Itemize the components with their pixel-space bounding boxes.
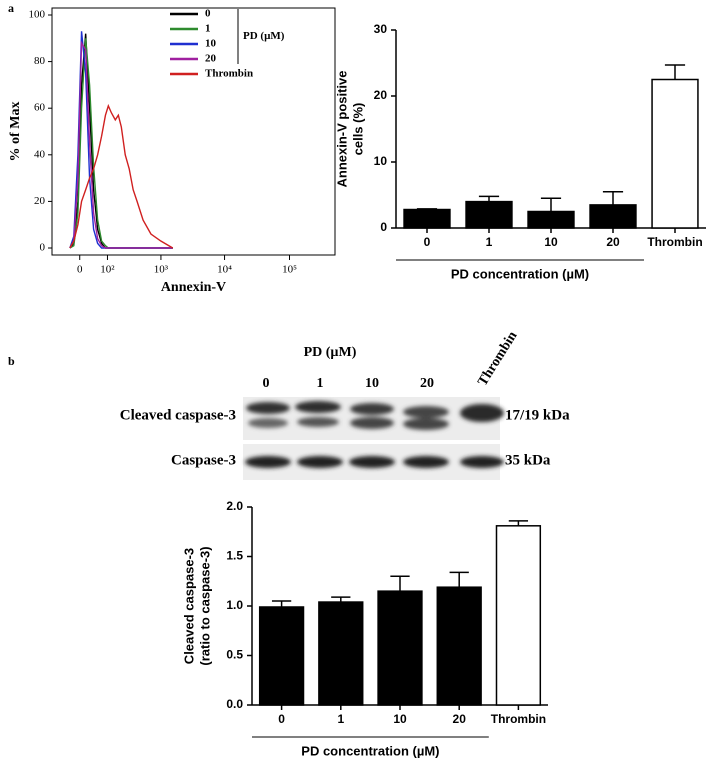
y-tick-label: 1.0 bbox=[226, 598, 243, 612]
series-line bbox=[69, 40, 173, 249]
bands bbox=[245, 401, 504, 468]
y-tick-label: 100 bbox=[29, 9, 46, 21]
lane-label: Thrombin bbox=[475, 329, 520, 389]
y-tick-label: 10 bbox=[374, 154, 388, 168]
y-tick-label: 0 bbox=[40, 242, 46, 254]
y-axis-label: (ratio to caspase-3) bbox=[197, 546, 212, 665]
x-tick-label: 10³ bbox=[154, 264, 169, 276]
legend-label: 10 bbox=[205, 38, 217, 50]
y-tick-label: 60 bbox=[34, 102, 46, 114]
series-line bbox=[69, 31, 173, 249]
panel-label: a bbox=[8, 1, 14, 15]
x-tick-label: 20 bbox=[453, 712, 467, 726]
y-axis-label: % of Max bbox=[8, 102, 23, 162]
bar bbox=[318, 601, 364, 706]
lane-label: 20 bbox=[420, 376, 434, 391]
bar bbox=[495, 525, 542, 706]
y-axis-label: cells (%) bbox=[350, 103, 365, 156]
bar bbox=[465, 200, 513, 229]
y-tick-label: 0 bbox=[380, 220, 387, 234]
y-tick-label: 0.5 bbox=[226, 648, 243, 662]
bar bbox=[651, 78, 699, 229]
legend-label: 0 bbox=[205, 8, 211, 20]
x-axis-label: PD concentration (µM) bbox=[451, 266, 589, 281]
y-tick-label: 40 bbox=[34, 148, 46, 160]
y-tick-label: 20 bbox=[34, 195, 46, 207]
x-axis-label: PD concentration (µM) bbox=[301, 743, 439, 758]
legend-label: 20 bbox=[205, 53, 217, 65]
x-tick-label: 0 bbox=[77, 264, 83, 276]
bar bbox=[403, 208, 451, 229]
row-label: Cleaved caspase-3 bbox=[120, 407, 236, 423]
x-tick-label: 1 bbox=[337, 712, 344, 726]
y-tick-label: 0.0 bbox=[226, 697, 243, 711]
x-tick-label: 0 bbox=[278, 712, 285, 726]
row-size: 35 kDa bbox=[505, 452, 551, 468]
legend-label: Thrombin bbox=[205, 68, 253, 80]
row-label: Caspase-3 bbox=[171, 452, 236, 468]
x-tick-label: 10 bbox=[544, 235, 558, 249]
y-tick-label: 20 bbox=[374, 88, 388, 102]
row-size: 17/19 kDa bbox=[505, 407, 570, 423]
lane-label: 1 bbox=[317, 376, 324, 391]
y-tick-label: 1.5 bbox=[226, 549, 243, 563]
x-axis-label: Annexin-V bbox=[161, 280, 226, 295]
x-tick-label: Thrombin bbox=[647, 235, 702, 249]
x-tick-label: 20 bbox=[606, 235, 620, 249]
x-tick-label: 1 bbox=[486, 235, 493, 249]
legend-label: 1 bbox=[205, 23, 211, 35]
panel-label: b bbox=[8, 354, 15, 368]
x-tick-label: Thrombin bbox=[491, 712, 546, 726]
y-axis-label: Annexin-V positive bbox=[334, 70, 349, 187]
bar bbox=[527, 210, 575, 229]
x-tick-label: 10² bbox=[100, 264, 115, 276]
legend-annotation: PD (µM) bbox=[243, 30, 285, 42]
x-tick-label: 0 bbox=[424, 235, 431, 249]
lane-label: 0 bbox=[263, 376, 270, 391]
series-line bbox=[69, 103, 174, 249]
blot-title: PD (µM) bbox=[304, 345, 357, 360]
plot-frame bbox=[51, 7, 336, 256]
y-tick-label: 30 bbox=[374, 22, 388, 36]
bar bbox=[258, 606, 305, 706]
bar bbox=[377, 590, 423, 706]
bar bbox=[436, 586, 482, 706]
x-tick-label: 10⁵ bbox=[282, 264, 297, 276]
y-tick-label: 2.0 bbox=[226, 499, 243, 513]
x-tick-label: 10⁴ bbox=[217, 264, 232, 276]
y-axis-label: Cleaved caspase-3 bbox=[181, 548, 196, 664]
y-tick-label: 80 bbox=[34, 55, 46, 67]
bar bbox=[589, 204, 637, 229]
lane-label: 10 bbox=[365, 376, 379, 391]
x-tick-label: 10 bbox=[393, 712, 407, 726]
